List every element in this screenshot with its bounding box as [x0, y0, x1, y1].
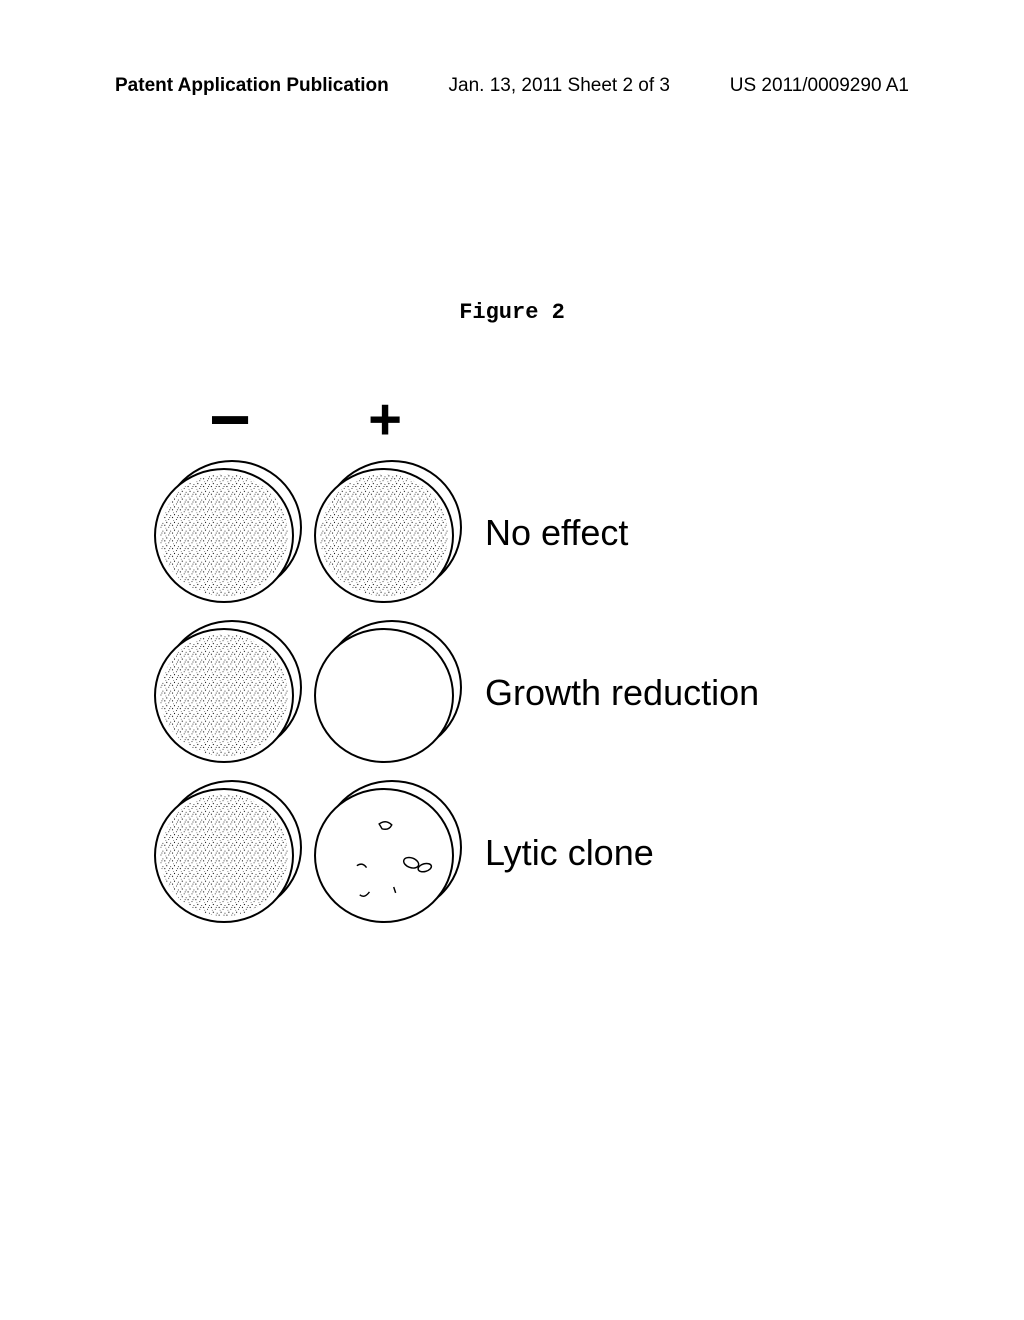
header-left: Patent Application Publication [115, 75, 389, 97]
dish-plus-1 [310, 460, 470, 605]
label-no-effect: No effect [485, 512, 628, 554]
dish-minus-3 [150, 780, 310, 925]
header-center: Jan. 13, 2011 Sheet 2 of 3 [449, 75, 671, 97]
figure-title: Figure 2 [459, 300, 565, 325]
label-lytic-clone: Lytic clone [485, 832, 654, 874]
symbols-row: − + [150, 390, 759, 450]
dish-row-3: Lytic clone [150, 780, 759, 925]
plus-symbol: + [305, 390, 465, 450]
dish-row-2: Growth reduction [150, 620, 759, 765]
dish-plus-3 [310, 780, 470, 925]
dish-minus-2 [150, 620, 310, 765]
dish-row-1: No effect [150, 460, 759, 605]
header-right: US 2011/0009290 A1 [730, 75, 909, 97]
figure-content: − + [150, 390, 759, 940]
minus-symbol: − [145, 390, 315, 450]
dish-plus-2 [310, 620, 470, 765]
label-growth-reduction: Growth reduction [485, 672, 759, 714]
page-header: Patent Application Publication Jan. 13, … [0, 75, 1024, 97]
dish-minus-1 [150, 460, 310, 605]
